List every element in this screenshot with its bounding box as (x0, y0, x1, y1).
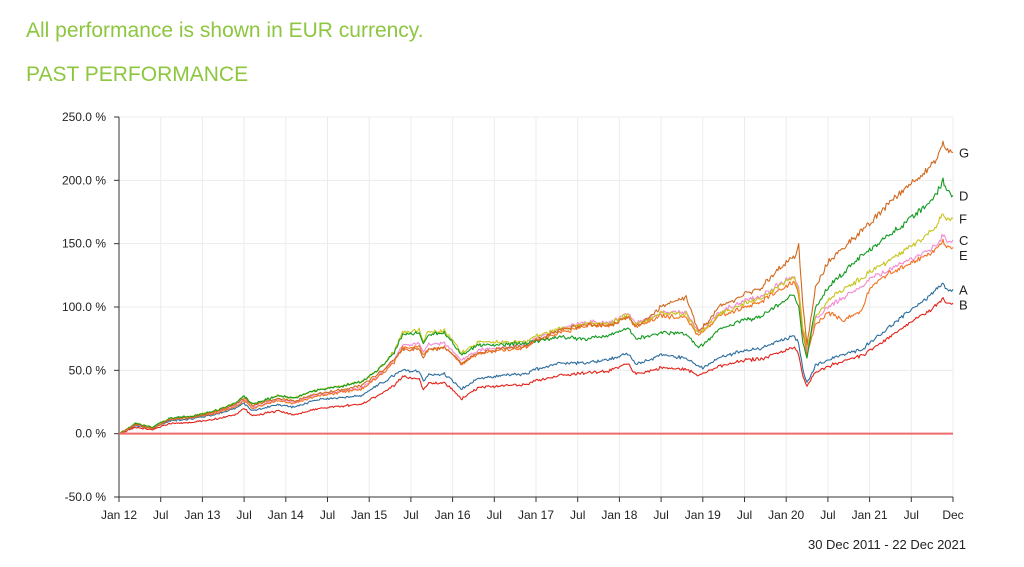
series-end-label-e: E (959, 248, 968, 263)
series-end-label-g: G (959, 145, 969, 160)
grid-lines (118, 116, 954, 498)
series-line-a (118, 282, 954, 435)
x-tick-label: Jul (487, 508, 502, 522)
x-tick-label: Jul (153, 508, 168, 522)
x-tick-label: Jan 16 (435, 508, 471, 522)
currency-note: All performance is shown in EUR currency… (26, 19, 424, 42)
y-tick-label: 250.0 % (62, 110, 106, 124)
y-tick-label: 200.0 % (62, 173, 106, 187)
x-tick-label: Jul (236, 508, 251, 522)
y-tick-label: 150.0 % (62, 237, 106, 251)
series-lines (118, 140, 954, 435)
x-tick-label: Jan 15 (351, 508, 387, 522)
series-end-label-c: C (959, 233, 968, 248)
y-tick-label: 0.0 % (75, 427, 106, 441)
series-end-label-d: D (959, 189, 968, 204)
series-end-label-f: F (959, 211, 967, 226)
x-tick-label: Jan 13 (184, 508, 220, 522)
date-range-label: 30 Dec 2011 - 22 Dec 2021 (807, 537, 966, 552)
x-tick-label: Jul (403, 508, 418, 522)
x-tick-label: Jan 20 (768, 508, 804, 522)
x-tick-label: Jan 14 (268, 508, 304, 522)
x-tick-label: Jul (653, 508, 668, 522)
x-tick-label: Jan 12 (101, 508, 137, 522)
y-tick-label: 100.0 % (62, 300, 106, 314)
series-line-b (118, 297, 954, 435)
x-tick-label: Jul (570, 508, 585, 522)
x-tick-label: Dec (942, 508, 963, 522)
section-title: PAST PERFORMANCE (26, 63, 249, 86)
series-end-label-a: A (959, 282, 968, 297)
series-line-d (118, 177, 954, 434)
y-tick-label: 50.0 % (69, 363, 107, 377)
series-end-label-b: B (959, 297, 968, 312)
x-tick-label: Jul (320, 508, 335, 522)
series-line-g (118, 140, 954, 435)
x-tick-label: Jul (820, 508, 835, 522)
x-tick-label: Jul (737, 508, 752, 522)
x-tick-label: Jan 19 (685, 508, 721, 522)
chart-axes: -50.0 % 0.0 % 50.0 % 100.0 % 150.0 % 200.0 % 2… (62, 110, 964, 522)
y-tick-label: -50.0 % (65, 490, 107, 504)
x-tick-label: Jan 21 (852, 508, 888, 522)
x-tick-label: Jan 17 (518, 508, 554, 522)
x-tick-label: Jan 18 (601, 508, 637, 522)
x-tick-label: Jul (904, 508, 919, 522)
